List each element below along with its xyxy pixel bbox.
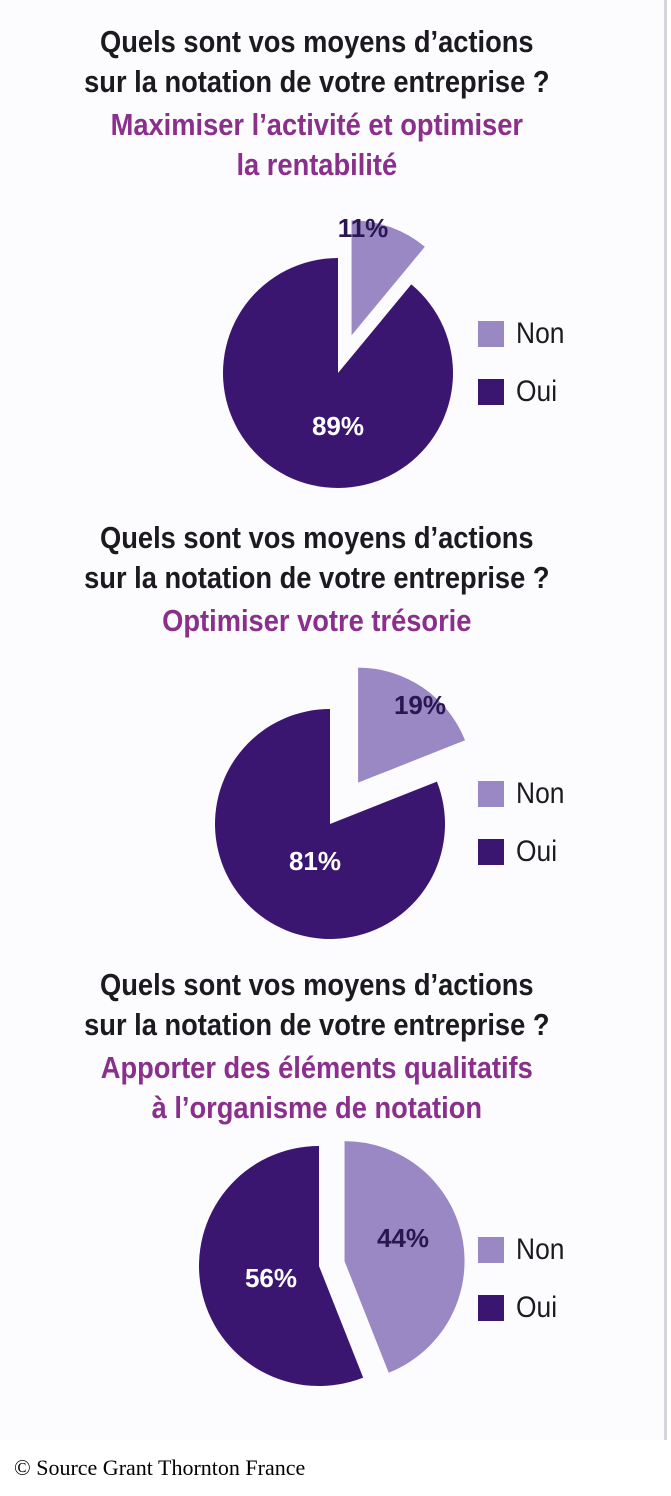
legend-label-non: Non [516, 317, 565, 350]
pie-slice-non [351, 220, 425, 336]
legend-item-oui: Oui [478, 1291, 563, 1324]
chart-1-question: Quels sont vos moyens d’actions sur la n… [0, 22, 634, 102]
legend-swatch-non [478, 321, 504, 347]
legend-item-oui: Oui [478, 375, 563, 408]
pie-slice-non [344, 1141, 465, 1373]
legend-item-oui: Oui [478, 835, 563, 868]
slice-label-oui: 56% [245, 1263, 297, 1293]
legend-label-non: Non [516, 777, 565, 810]
legend-item-non: Non [478, 317, 571, 350]
legend-item-non: Non [478, 1233, 571, 1266]
chart-1-subtitle: Maximiser l’activité et optimiser la ren… [110, 107, 523, 182]
legend-swatch-oui [478, 379, 504, 405]
source-credit: © Source Grant Thornton France [14, 1455, 306, 1480]
infographic-panel [0, 0, 665, 1440]
slice-label-non: 11% [338, 213, 389, 243]
pie-slice-oui [199, 1146, 364, 1386]
panel-edge [664, 0, 667, 1440]
legend-label-oui: Oui [516, 1291, 558, 1324]
chart-2-question: Quels sont vos moyens d’actions sur la n… [0, 518, 634, 598]
legend-swatch-oui [478, 839, 504, 865]
chart-1-pie: 11% 89% [222, 213, 453, 488]
legend-swatch-non [478, 1237, 504, 1263]
chart-block-2: Quels sont vos moyens d’actions sur la n… [0, 518, 634, 939]
slice-label-non: 44% [377, 1223, 429, 1253]
pie-slice-oui [222, 258, 453, 488]
chart-block-1: Quels sont vos moyens d’actions sur la n… [0, 0, 665, 500]
pie-slice-oui [215, 709, 445, 939]
chart-3-question-text: Quels sont vos moyens d’actions sur la n… [84, 967, 550, 1042]
chart-2-question-text: Quels sont vos moyens d’actions sur la n… [84, 520, 550, 595]
pie-slice-non [358, 667, 466, 783]
chart-1-question-text: Quels sont vos moyens d’actions sur la n… [84, 24, 550, 99]
slice-label-oui: 89% [312, 411, 364, 441]
legend-label-oui: Oui [516, 835, 558, 868]
chart-3-subtitle: Apporter des éléments qualitatifs à l’or… [100, 1050, 533, 1125]
chart-block-3: Quels sont vos moyens d’actions sur la n… [0, 965, 634, 1386]
chart-3-pie: 44% 56% [199, 1141, 465, 1386]
chart-2-pie: 19% 81% [215, 667, 466, 939]
legend-swatch-non [478, 781, 504, 807]
slice-label-non: 19% [394, 690, 446, 720]
slice-label-oui: 81% [289, 846, 341, 876]
chart-3-question: Quels sont vos moyens d’actions sur la n… [0, 965, 634, 1045]
legend-swatch-oui [478, 1295, 504, 1321]
legend-label-oui: Oui [516, 375, 558, 408]
chart-2-subtitle: Optimiser votre trésorie [162, 603, 472, 638]
legend-label-non: Non [516, 1233, 565, 1266]
legend-item-non: Non [478, 777, 571, 810]
